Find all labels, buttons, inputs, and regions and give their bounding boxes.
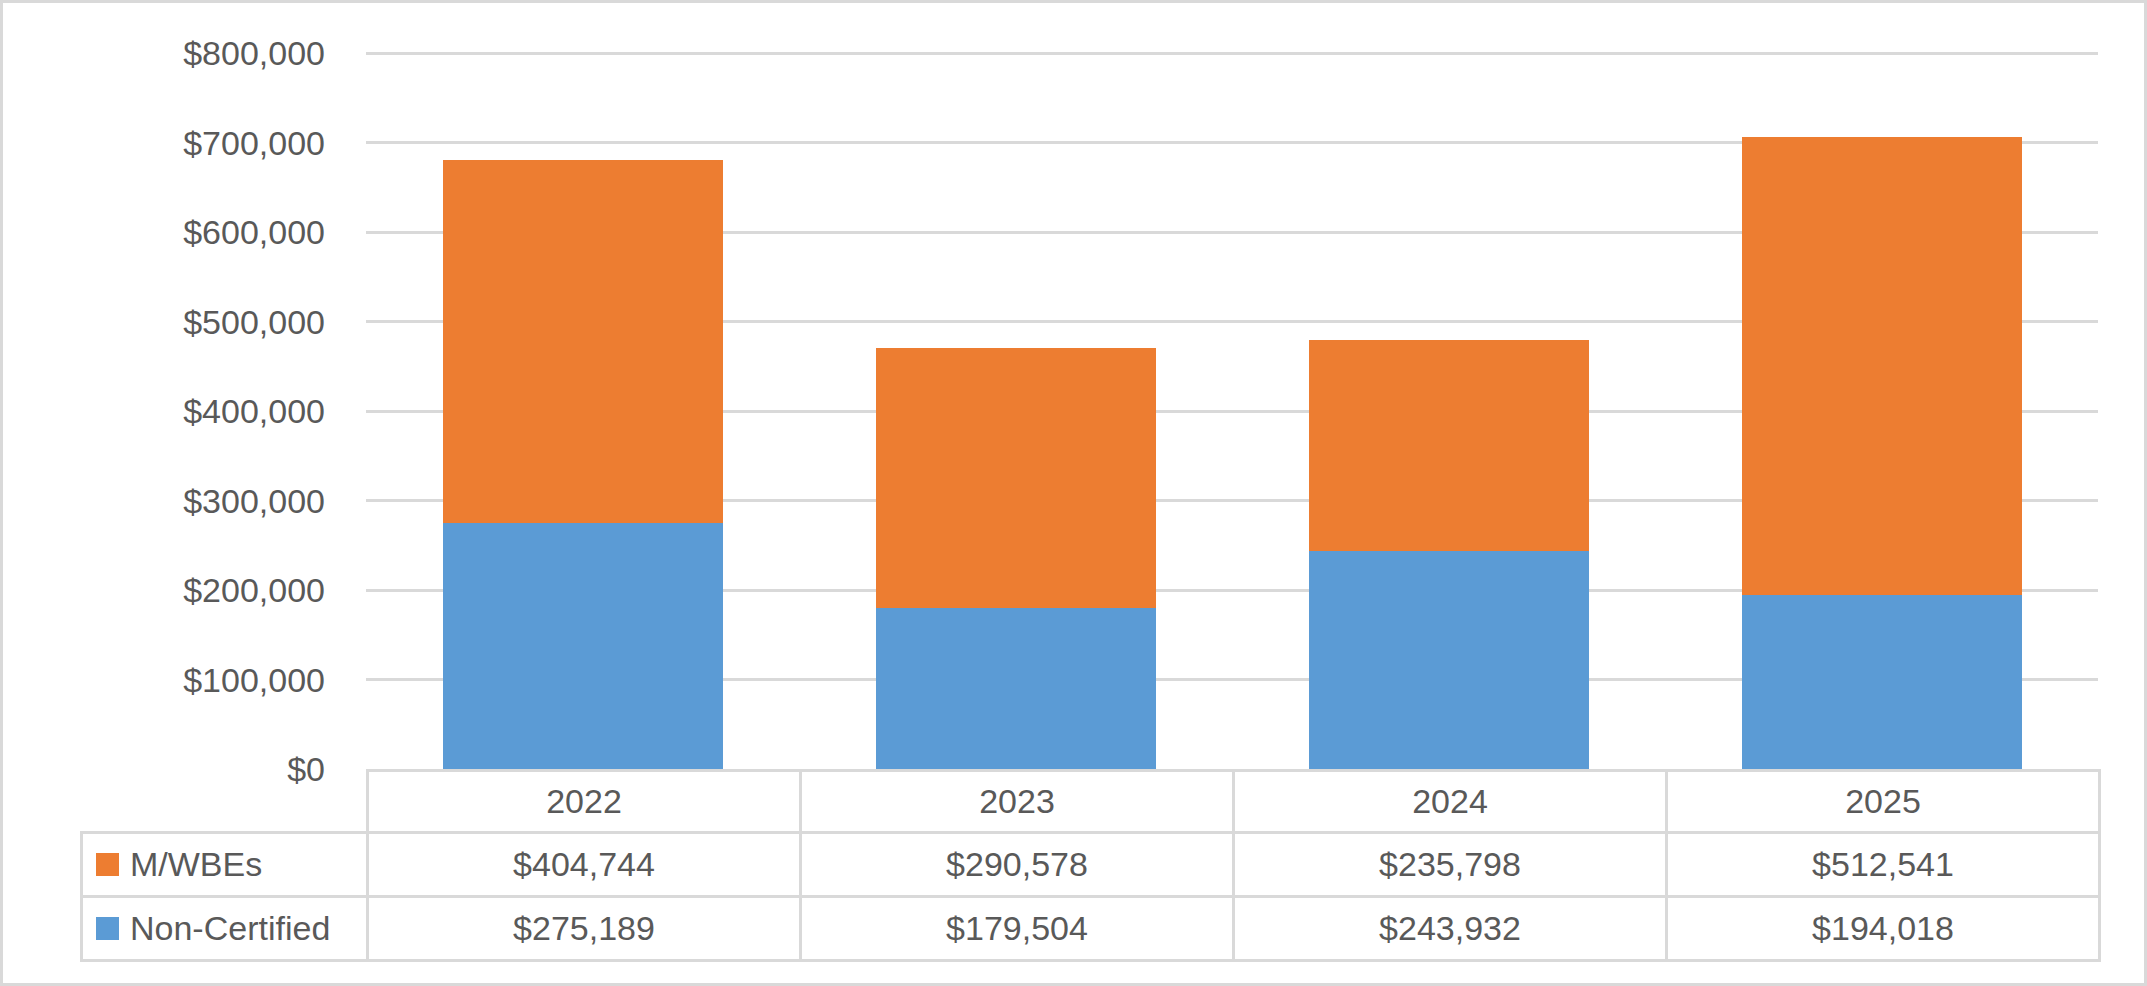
y-axis-tick-label: $800,000	[25, 33, 325, 73]
value-noncertified-2022: $275,189	[368, 897, 801, 961]
bar-segment-non-certified-2023[interactable]	[876, 608, 1156, 769]
table-corner-empty	[82, 771, 368, 833]
bar-segment-m-wbes-2025[interactable]	[1742, 137, 2022, 596]
category-header-2024: 2024	[1234, 771, 1667, 833]
bar-segment-m-wbes-2023[interactable]	[876, 348, 1156, 608]
value-mwbes-2022: $404,744	[368, 833, 801, 897]
y-axis-tick-label: $600,000	[25, 212, 325, 252]
value-noncertified-2025: $194,018	[1667, 897, 2100, 961]
y-axis-tick-label: $200,000	[25, 570, 325, 610]
value-noncertified-2024: $243,932	[1234, 897, 1667, 961]
y-axis-tick-label: $400,000	[25, 391, 325, 431]
value-mwbes-2023: $290,578	[801, 833, 1234, 897]
bar-segment-m-wbes-2022[interactable]	[443, 160, 723, 522]
y-axis-tick-label: $100,000	[25, 660, 325, 700]
stacked-bar-chart: $0$100,000$200,000$300,000$400,000$500,0…	[0, 0, 2147, 986]
legend-label-noncertified: Non-Certified	[130, 909, 330, 948]
legend-item-mwbes[interactable]: M/WBEs	[82, 833, 368, 897]
y-axis-tick-label: $700,000	[25, 123, 325, 163]
table-row-years: 2022 2023 2024 2025	[82, 771, 2100, 833]
value-noncertified-2023: $179,504	[801, 897, 1234, 961]
table-row-mwbes: M/WBEs $404,744 $290,578 $235,798 $512,5…	[82, 833, 2100, 897]
legend-label-mwbes: M/WBEs	[130, 845, 262, 884]
chart-data-table: 2022 2023 2024 2025 M/WBEs $404,744 $290…	[80, 769, 2101, 962]
bar-segment-non-certified-2025[interactable]	[1742, 595, 2022, 769]
bar-segment-m-wbes-2024[interactable]	[1309, 340, 1589, 551]
gridline	[366, 52, 2098, 55]
mwbes-legend-swatch-icon	[96, 853, 119, 876]
category-header-2022: 2022	[368, 771, 801, 833]
noncertified-legend-swatch-icon	[96, 917, 119, 940]
value-mwbes-2025: $512,541	[1667, 833, 2100, 897]
value-mwbes-2024: $235,798	[1234, 833, 1667, 897]
legend-item-noncertified[interactable]: Non-Certified	[82, 897, 368, 961]
y-axis-tick-label: $300,000	[25, 481, 325, 521]
bar-segment-non-certified-2022[interactable]	[443, 523, 723, 769]
category-header-2025: 2025	[1667, 771, 2100, 833]
category-header-2023: 2023	[801, 771, 1234, 833]
y-axis-tick-label: $500,000	[25, 302, 325, 342]
bar-segment-non-certified-2024[interactable]	[1309, 551, 1589, 769]
table-row-noncertified: Non-Certified $275,189 $179,504 $243,932…	[82, 897, 2100, 961]
